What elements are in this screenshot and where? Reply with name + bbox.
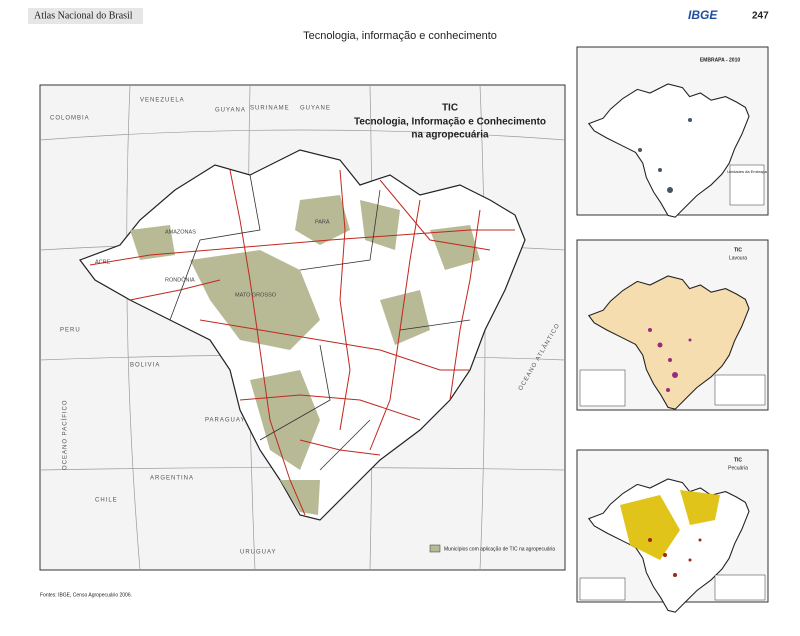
map-shape — [380, 290, 430, 345]
map-shape — [620, 495, 680, 560]
map-shape — [672, 372, 678, 378]
map-shape — [673, 573, 677, 577]
map-shape — [648, 538, 702, 577]
map-shape — [688, 338, 692, 342]
footer-sources: Fontes: IBGE, Censo Agropecuário 2006. — [40, 592, 132, 598]
country-label: SURINAME — [250, 106, 290, 112]
small-map-title: EMBRAPA - 2010 — [700, 57, 741, 63]
map-shape — [698, 538, 702, 542]
map-subtitle: Tecnologia, Informação e Conhecimento — [354, 117, 546, 128]
state-label: RONDÔNIA — [165, 276, 195, 283]
map-shape — [688, 118, 692, 122]
country-label: PARAGUAY — [205, 418, 245, 424]
country-label: PERU — [60, 328, 81, 334]
map-shape — [280, 480, 320, 515]
map-shape — [169, 174, 471, 471]
country-label: GUYANA — [215, 108, 246, 114]
map-shape — [668, 358, 672, 362]
small-map-legend: Unidades da Embrapa — [727, 169, 768, 174]
small-map-title: TIC — [734, 247, 742, 253]
map-shape — [648, 328, 692, 392]
page-number: 247 — [752, 11, 769, 22]
country-label: COLOMBIA — [50, 116, 90, 122]
map-shape — [729, 164, 765, 206]
state-label: ACRE — [95, 259, 111, 265]
map-shape — [648, 538, 652, 542]
map-shape — [620, 490, 720, 560]
map-shape — [658, 168, 662, 172]
ocean-label: OCEANO PACÍFICO — [62, 399, 69, 470]
main-map: Municípios com aplicação de TIC na agrop… — [39, 84, 566, 571]
country-label: GUYANE — [300, 106, 331, 112]
map-shape — [239, 394, 421, 421]
country-label: ARGENTINA — [150, 476, 194, 482]
state-label: AMAZONAS — [165, 229, 196, 235]
map-shape — [129, 179, 491, 301]
small-map-subtitle: Pecuária — [728, 465, 748, 471]
map-shape — [666, 388, 670, 392]
map-shape — [229, 169, 306, 516]
map-shape — [667, 187, 673, 193]
atlas-name: Atlas Nacional do Brasil — [34, 10, 133, 21]
small-map — [576, 46, 769, 218]
country-label: URUGUAY — [240, 550, 277, 556]
map-shape — [663, 553, 667, 557]
map-shape — [130, 225, 175, 260]
state-label: PARÁ — [315, 218, 330, 225]
map-subtitle: na agropecuária — [411, 130, 489, 141]
map-shape — [199, 319, 470, 371]
legend-label: Municípios com aplicação de TIC na agrop… — [444, 546, 555, 552]
map-shape — [648, 328, 652, 332]
map-shape — [295, 195, 350, 245]
country-label: VENEZUELA — [140, 98, 185, 104]
map-shape — [89, 229, 515, 266]
map-shape — [430, 225, 480, 270]
small-map-subtitle: Lavoura — [729, 255, 747, 261]
map-shape — [579, 369, 626, 407]
legend-swatch — [429, 544, 441, 553]
map-title: TIC — [442, 103, 458, 114]
small-map-title: TIC — [734, 457, 742, 463]
map-shape — [339, 169, 351, 431]
map-shape — [190, 250, 320, 350]
header-tab — [28, 8, 143, 24]
country-label: BOLIVIA — [130, 363, 160, 369]
small-map — [576, 449, 769, 613]
map-shape — [579, 577, 626, 601]
map-shape — [657, 342, 663, 348]
map-shape — [714, 374, 766, 406]
small-map — [576, 239, 769, 411]
map-shape — [688, 558, 692, 562]
state-label: MATO GROSSO — [235, 292, 277, 298]
country-label: CHILE — [95, 498, 118, 504]
section-title: Tecnologia, informação e conhecimento — [303, 30, 497, 42]
map-shape — [169, 174, 471, 471]
map-shape — [714, 574, 766, 601]
logo: IBGE — [688, 8, 718, 22]
map-shape — [638, 148, 642, 152]
map-shape — [680, 490, 720, 525]
